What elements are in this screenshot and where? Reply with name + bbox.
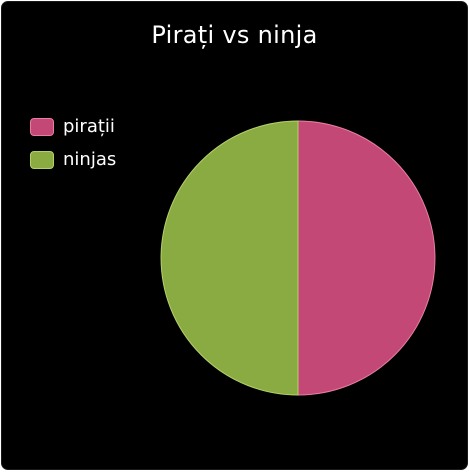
legend-item-ninjas[interactable]: ninjas	[30, 149, 116, 171]
legend-label-ninjas: ninjas	[63, 149, 117, 170]
legend-swatch-piratii	[30, 118, 54, 136]
chart-legend: pirații ninjas	[30, 116, 116, 182]
legend-swatch-ninjas	[30, 151, 54, 169]
pie-slice-ninjas[interactable]	[160, 120, 299, 396]
legend-item-piratii[interactable]: pirații	[30, 116, 116, 138]
legend-label-piratii: pirații	[63, 116, 115, 137]
pie-slice-piratii[interactable]	[297, 120, 436, 396]
chart-title: Pirați vs ninja	[151, 21, 318, 49]
